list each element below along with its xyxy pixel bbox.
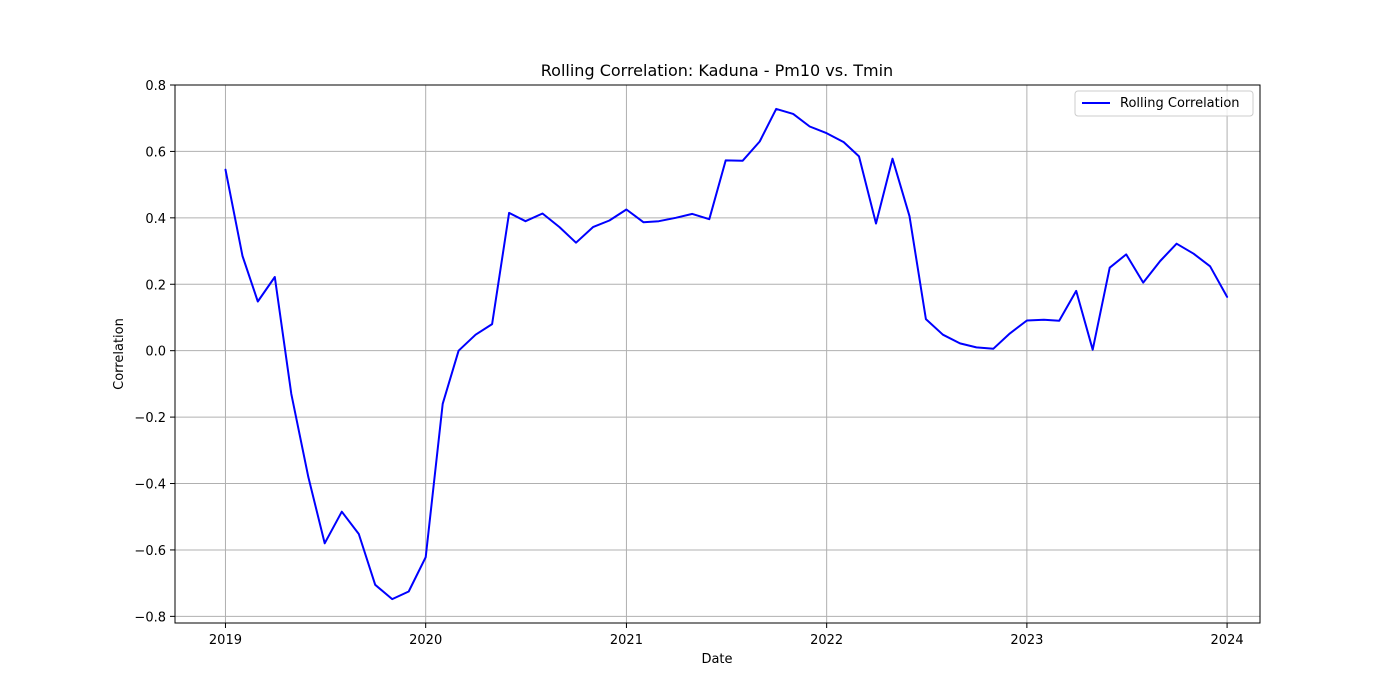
y-axis-label: Correlation — [112, 318, 127, 390]
legend-label: Rolling Correlation — [1120, 96, 1240, 111]
x-tick-label: 2021 — [610, 633, 643, 648]
chart-title: Rolling Correlation: Kaduna - Pm10 vs. T… — [541, 61, 893, 80]
x-axis: 2019 2020 2021 2022 2023 2024 — [209, 623, 1244, 648]
y-tick-label: −0.4 — [134, 478, 166, 493]
x-tick-label: 2024 — [1211, 633, 1244, 648]
y-tick-label: −0.8 — [134, 610, 166, 625]
y-tick-label: 0.6 — [145, 145, 166, 160]
series-layer — [224, 107, 1229, 601]
legend: Rolling Correlation — [1074, 90, 1254, 117]
x-axis-label: Date — [701, 652, 732, 667]
grid-lines — [175, 84, 1260, 623]
y-axis: 0.8 0.6 0.4 0.2 0.0 −0.2 −0.4 −0.6 −0.8 — [134, 79, 175, 625]
y-tick-label: 0.4 — [145, 212, 166, 227]
series-line — [224, 107, 1229, 601]
x-tick-label: 2019 — [209, 633, 242, 648]
x-tick-label: 2023 — [1010, 633, 1043, 648]
y-tick-label: −0.2 — [134, 411, 166, 426]
plot-area-frame — [174, 84, 1261, 624]
x-tick-label: 2022 — [810, 633, 843, 648]
x-tick-label: 2020 — [409, 633, 442, 648]
legend-box — [1074, 90, 1254, 117]
y-tick-label: −0.6 — [134, 544, 166, 559]
y-tick-label: 0.0 — [145, 345, 166, 360]
y-tick-label: 0.2 — [145, 278, 166, 293]
y-tick-label: 0.8 — [145, 79, 166, 94]
